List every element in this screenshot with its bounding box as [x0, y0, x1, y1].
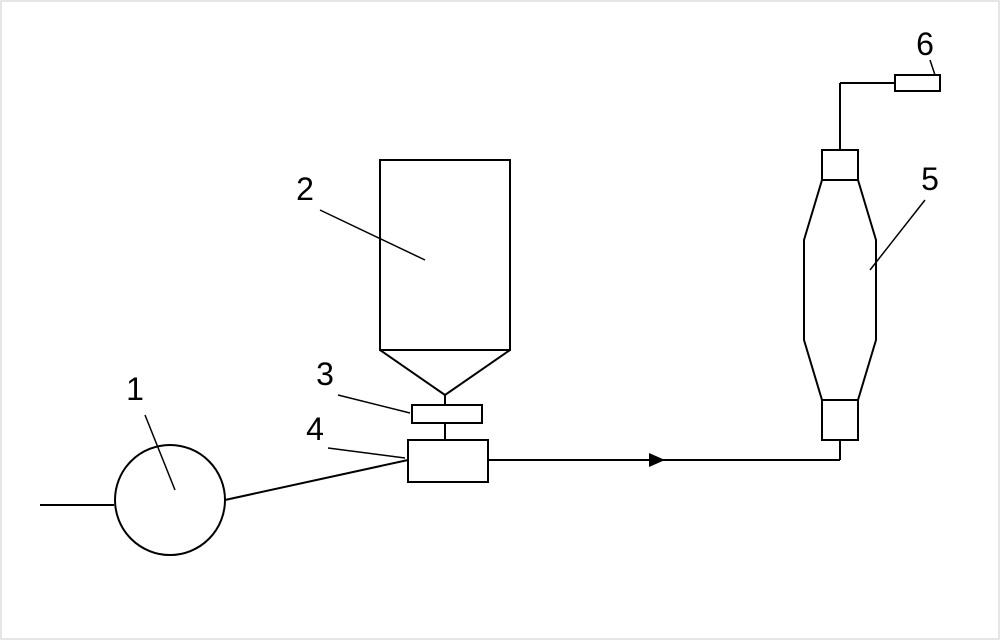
component-vessel-body	[804, 180, 876, 400]
label-leader	[338, 395, 410, 413]
vessel-top-neck	[822, 150, 858, 180]
pipe-circle-to-box	[225, 460, 408, 500]
schematic-diagram: 1 2 3 4 5 6	[0, 0, 1000, 640]
component-circle	[115, 445, 225, 555]
component-disc	[412, 405, 482, 423]
vessel-bottom-neck	[822, 400, 858, 440]
label-text: 5	[921, 161, 939, 197]
component-hopper-body	[380, 160, 510, 350]
component-hopper-funnel	[380, 350, 510, 395]
label-leader	[930, 60, 935, 75]
label-text: 4	[306, 411, 324, 447]
flow-arrow	[649, 453, 665, 467]
label-leader	[328, 448, 405, 458]
label-text: 6	[916, 26, 934, 62]
frame	[1, 1, 999, 639]
label-leader	[145, 415, 175, 490]
label-text: 3	[316, 356, 334, 392]
label-leader	[870, 200, 925, 270]
component-outlet	[895, 75, 940, 91]
label-text: 2	[296, 171, 314, 207]
component-box	[408, 440, 488, 482]
label-text: 1	[126, 371, 144, 407]
label-leader	[320, 210, 425, 260]
